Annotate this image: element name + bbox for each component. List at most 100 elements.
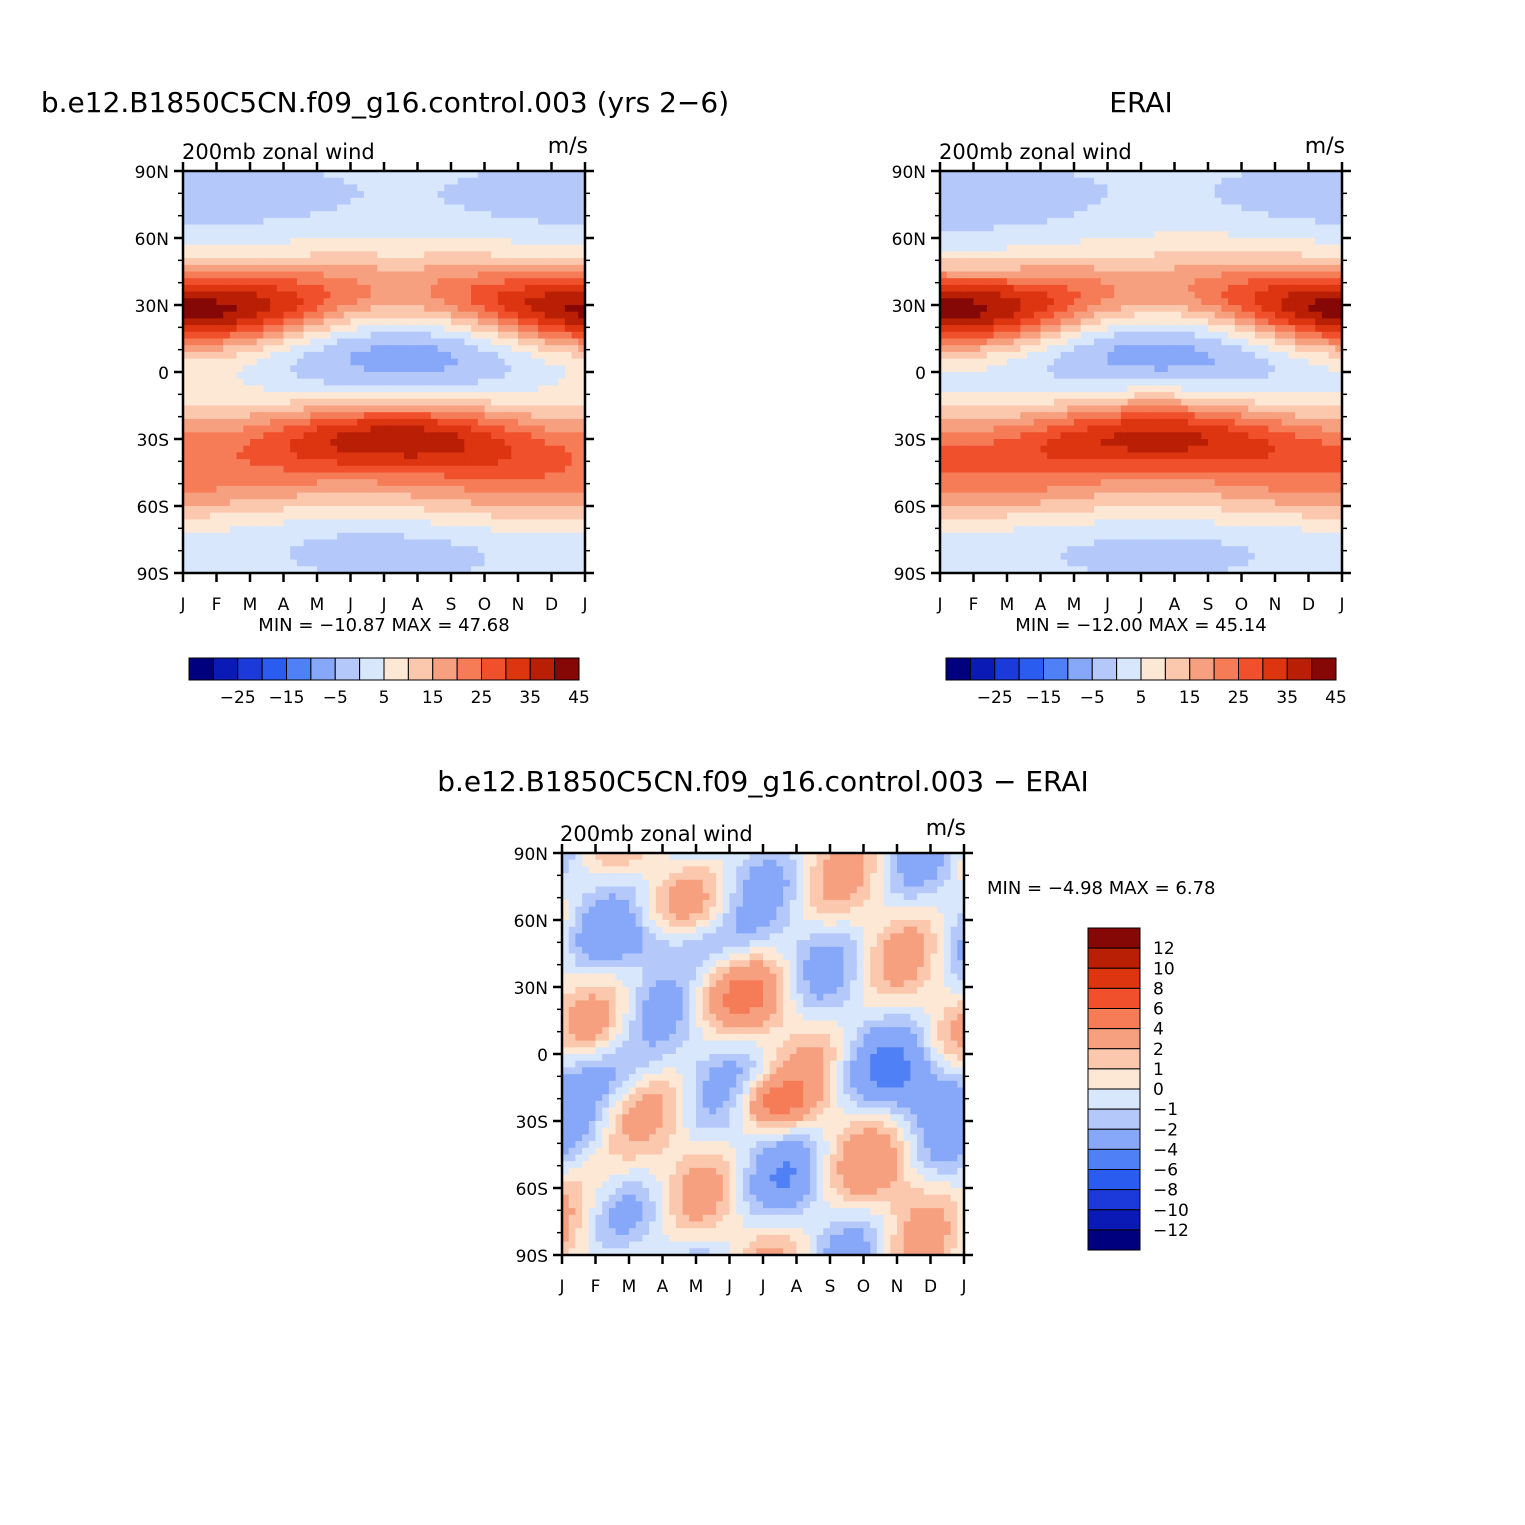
contour-cell bbox=[417, 405, 425, 413]
contour-cell bbox=[430, 211, 439, 219]
contour-cell bbox=[966, 244, 975, 252]
contour-cell bbox=[451, 532, 459, 541]
contour-cell bbox=[390, 345, 398, 353]
contour-cell bbox=[216, 425, 224, 433]
contour-cell bbox=[223, 217, 231, 226]
contour-cell bbox=[236, 331, 244, 340]
contour-cell bbox=[551, 278, 559, 286]
contour-cell bbox=[377, 264, 385, 273]
contour-cell bbox=[203, 499, 211, 507]
contour-cell bbox=[471, 278, 479, 286]
contour-cell bbox=[203, 398, 211, 407]
contour-cell bbox=[236, 224, 244, 232]
contour-cell bbox=[1087, 271, 1095, 279]
contour-cell bbox=[953, 224, 961, 232]
contour-cell bbox=[457, 291, 465, 299]
contour-cell bbox=[250, 291, 258, 299]
contour-cell bbox=[571, 479, 579, 487]
contour-cell bbox=[196, 552, 204, 561]
contour-cell bbox=[497, 264, 506, 273]
contour-cell bbox=[323, 258, 331, 266]
contour-cell bbox=[343, 459, 352, 467]
contour-cell bbox=[1047, 191, 1055, 199]
contour-cell bbox=[430, 405, 439, 413]
contour-cell bbox=[229, 405, 238, 413]
contour-cell bbox=[390, 358, 398, 366]
contour-cell bbox=[1194, 184, 1202, 192]
contour-cell bbox=[183, 291, 191, 299]
contour-cell bbox=[464, 291, 472, 299]
contour-cell bbox=[276, 271, 285, 279]
contour-cell bbox=[417, 499, 425, 507]
contour-cell bbox=[223, 418, 231, 427]
contour-cell bbox=[390, 472, 398, 480]
contour-cell bbox=[504, 358, 512, 366]
contour-cell bbox=[1328, 244, 1336, 252]
contour-cell bbox=[263, 412, 271, 420]
contour-cell bbox=[377, 385, 385, 393]
contour-cell bbox=[270, 472, 278, 480]
contour-cell bbox=[484, 539, 492, 547]
contour-cell bbox=[551, 171, 559, 179]
contour-cell bbox=[290, 485, 298, 494]
contour-cell bbox=[444, 211, 452, 219]
contour-cell bbox=[1295, 251, 1303, 259]
contour-cell bbox=[1288, 217, 1296, 226]
contour-cell bbox=[1060, 191, 1068, 199]
contour-cell bbox=[209, 338, 218, 346]
contour-cell bbox=[437, 184, 445, 192]
contour-cell bbox=[377, 392, 385, 400]
contour-cell bbox=[397, 258, 405, 266]
contour-cell bbox=[491, 439, 499, 447]
contour-cell bbox=[390, 485, 398, 494]
contour-cell bbox=[290, 392, 298, 400]
contour-cell bbox=[296, 331, 305, 340]
contour-cell bbox=[1214, 284, 1222, 293]
contour-cell bbox=[558, 519, 566, 527]
contour-cell bbox=[303, 211, 311, 219]
contour-cell bbox=[189, 526, 197, 534]
x-tick-label: S bbox=[446, 595, 457, 615]
contour-cell bbox=[993, 191, 1001, 199]
contour-cell bbox=[484, 191, 492, 199]
contour-cell bbox=[350, 231, 358, 239]
contour-cell bbox=[531, 526, 539, 534]
contour-cell bbox=[973, 217, 981, 226]
contour-cell bbox=[437, 238, 445, 246]
contour-cell bbox=[511, 217, 519, 226]
contour-cell bbox=[960, 224, 968, 232]
contour-cell bbox=[384, 512, 392, 520]
contour-cell bbox=[551, 298, 559, 306]
contour-cell bbox=[256, 251, 264, 259]
contour-cell bbox=[350, 532, 358, 541]
contour-cell bbox=[1201, 177, 1209, 185]
contour-cell bbox=[229, 532, 238, 541]
contour-cell bbox=[511, 338, 519, 346]
contour-cell bbox=[290, 351, 298, 360]
contour-cell bbox=[571, 506, 579, 514]
contour-cell bbox=[504, 271, 512, 279]
contour-cell bbox=[229, 372, 238, 380]
contour-cell bbox=[484, 338, 492, 346]
contour-cell bbox=[518, 539, 526, 547]
contour-cell bbox=[457, 539, 465, 547]
contour-cell bbox=[504, 492, 512, 500]
contour-cell bbox=[303, 378, 311, 386]
contour-cell bbox=[484, 251, 492, 259]
contour-cell bbox=[337, 365, 345, 373]
contour-cell bbox=[357, 197, 365, 206]
contour-cell bbox=[973, 251, 981, 259]
contour-cell bbox=[518, 191, 526, 199]
contour-cell bbox=[357, 566, 365, 573]
contour-cell bbox=[209, 271, 218, 279]
contour-cell bbox=[1214, 211, 1222, 219]
contour-cell bbox=[437, 271, 445, 279]
contour-cell bbox=[290, 499, 298, 507]
contour-cell bbox=[323, 546, 331, 554]
contour-cell bbox=[203, 331, 211, 340]
contour-cell bbox=[1167, 238, 1176, 246]
contour-cell bbox=[283, 271, 291, 279]
contour-cell bbox=[1020, 284, 1028, 293]
contour-cell bbox=[283, 472, 291, 480]
contour-cell bbox=[1181, 238, 1189, 246]
